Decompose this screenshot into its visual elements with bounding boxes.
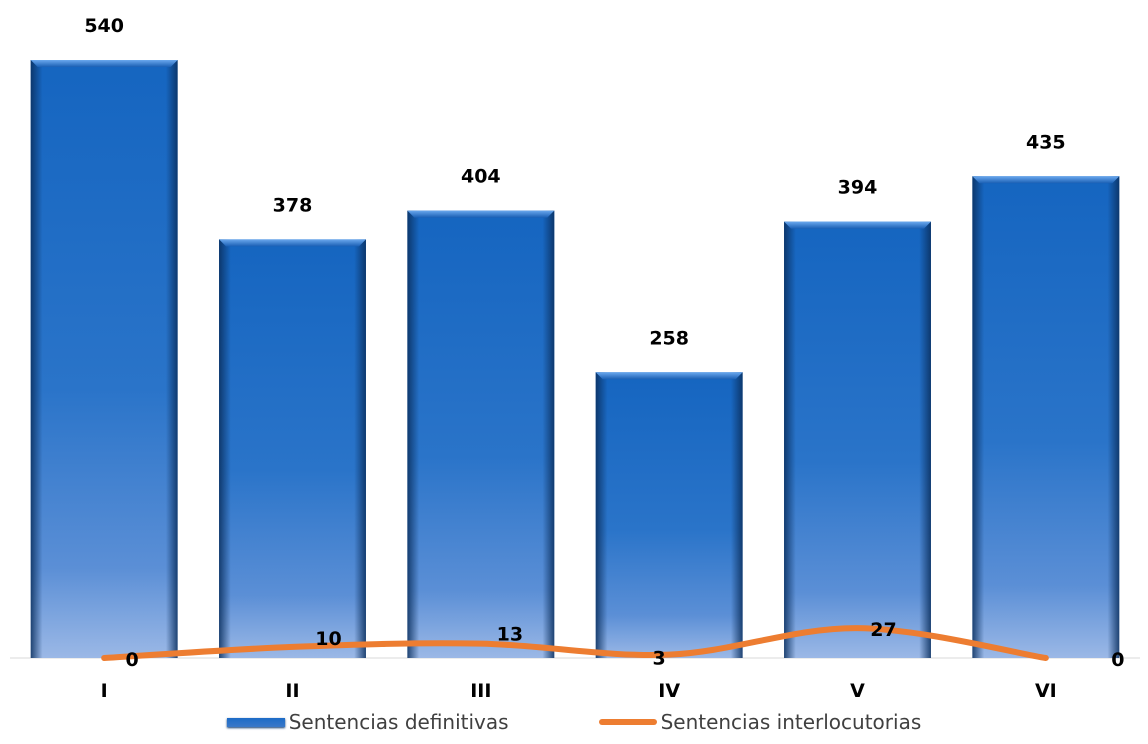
bar-top-bevel xyxy=(784,221,931,229)
bar-value-label: 258 xyxy=(649,327,689,349)
legend: Sentencias definitivas Sentencias interl… xyxy=(0,704,1148,740)
x-tick-label: IV xyxy=(658,680,680,702)
line-series-interlocutorias[interactable] xyxy=(101,625,1049,661)
legend-item-definitivas[interactable]: Sentencias definitivas xyxy=(226,710,509,734)
legend-bar-swatch xyxy=(226,717,285,727)
legend-line-swatch xyxy=(598,719,657,725)
x-tick-label: V xyxy=(850,680,865,702)
bar-edge-shade xyxy=(595,372,743,658)
line-value-label: 13 xyxy=(497,624,523,646)
bar-value-label: 435 xyxy=(1026,131,1066,153)
bar-V[interactable] xyxy=(784,221,931,658)
bar-II[interactable] xyxy=(219,239,366,658)
bar-value-label: 394 xyxy=(838,177,878,199)
line-value-label: 27 xyxy=(870,619,896,641)
legend-item-interlocutorias[interactable]: Sentencias interlocutorias xyxy=(598,710,922,734)
bar-value-label: 404 xyxy=(461,166,501,188)
bar-I[interactable] xyxy=(30,60,178,658)
bar-edge-shade xyxy=(407,210,555,658)
line-value-label: 3 xyxy=(653,648,666,670)
bar-top-bevel xyxy=(219,239,366,247)
bar-top-bevel xyxy=(30,60,178,67)
legend-label-interlocutorias: Sentencias interlocutorias xyxy=(660,710,922,734)
x-tick-label: I xyxy=(101,680,108,702)
bar-top-bevel xyxy=(407,210,555,218)
x-tick-label: VI xyxy=(1035,680,1057,702)
bar-value-label: 378 xyxy=(273,194,313,216)
line-value-label: 0 xyxy=(1111,649,1124,671)
bar-top-bevel xyxy=(595,372,743,380)
bar-value-label: 540 xyxy=(84,15,124,37)
bar-edge-shade xyxy=(784,221,931,658)
bar-edge-shade xyxy=(219,239,366,658)
legend-label-definitivas: Sentencias definitivas xyxy=(288,710,509,734)
line-value-label: 0 xyxy=(126,649,139,671)
x-tick-label: II xyxy=(285,680,299,702)
bar-VI[interactable] xyxy=(972,176,1120,658)
x-tick-label: III xyxy=(470,680,491,702)
bar-III[interactable] xyxy=(407,210,555,658)
bar-edge-shade xyxy=(972,176,1120,658)
bar-edge-shade xyxy=(30,60,178,658)
bar-top-bevel xyxy=(972,176,1120,184)
line-value-label: 10 xyxy=(315,628,341,650)
bar-IV[interactable] xyxy=(595,372,743,658)
